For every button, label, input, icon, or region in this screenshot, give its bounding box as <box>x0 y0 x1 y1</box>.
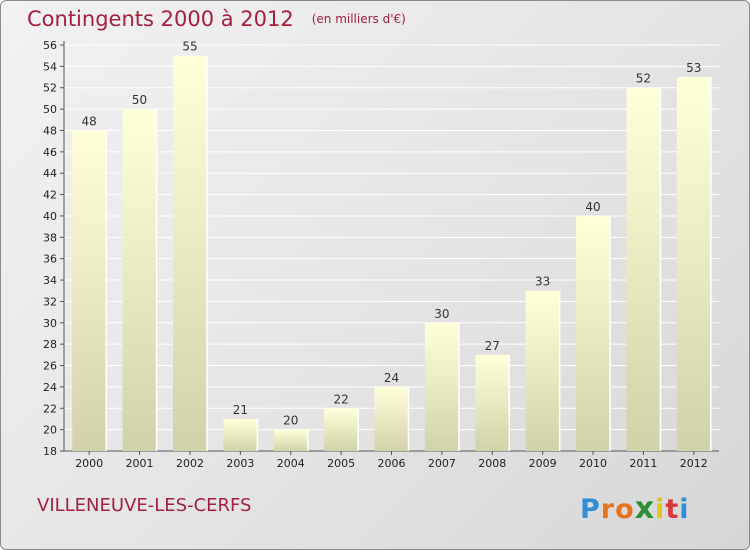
data-label: 53 <box>686 61 701 75</box>
place-name: VILLENEUVE-LES-CERFS <box>37 495 252 516</box>
bar <box>424 322 459 451</box>
data-label: 20 <box>283 414 298 428</box>
brand-letter: i <box>655 494 666 525</box>
x-tick-label: 2006 <box>378 457 406 470</box>
y-tick-label: 40 <box>43 210 57 223</box>
x-tick-label: 2000 <box>75 457 103 470</box>
y-tick-label: 54 <box>43 60 57 73</box>
brand-letter: t <box>665 494 680 525</box>
brand-letter: o <box>615 494 635 525</box>
bar <box>475 354 510 451</box>
y-tick-label: 50 <box>43 103 57 116</box>
y-tick-label: 34 <box>43 274 57 287</box>
y-tick-label: 56 <box>43 39 57 52</box>
y-tick-label: 18 <box>43 445 57 458</box>
y-tick-label: 38 <box>43 231 57 244</box>
x-tick-label: 2008 <box>478 457 506 470</box>
bar <box>273 429 308 451</box>
bar <box>525 290 560 451</box>
x-tick-label: 2001 <box>126 457 154 470</box>
y-tick-label: 26 <box>43 360 57 373</box>
bar <box>324 408 359 451</box>
y-tick-label: 36 <box>43 253 57 266</box>
y-tick-label: 52 <box>43 82 57 95</box>
y-tick-label: 24 <box>43 381 57 394</box>
brand-letter: x <box>634 491 656 526</box>
x-tick-label: 2007 <box>428 457 456 470</box>
brand-letter: r <box>600 494 616 525</box>
data-label: 40 <box>585 200 600 214</box>
x-tick-label: 2004 <box>277 457 305 470</box>
brand-letter: i <box>679 494 690 525</box>
unit-note: (en milliers d'€) <box>311 12 406 26</box>
x-tick-label: 2011 <box>629 457 657 470</box>
data-label: 27 <box>485 339 500 353</box>
y-tick-label: 42 <box>43 189 57 202</box>
bar <box>223 418 258 451</box>
chart-title-text: Contingents 2000 à 2012 <box>27 7 294 31</box>
x-tick-label: 2012 <box>680 457 708 470</box>
x-tick-label: 2003 <box>226 457 254 470</box>
data-label: 48 <box>82 114 97 128</box>
x-tick-label: 2002 <box>176 457 204 470</box>
data-label: 52 <box>636 72 651 86</box>
data-label: 50 <box>132 93 147 107</box>
y-tick-label: 22 <box>43 402 57 415</box>
bar <box>172 55 207 452</box>
data-label: 30 <box>434 307 449 321</box>
data-label: 21 <box>233 403 248 417</box>
x-tick-label: 2009 <box>529 457 557 470</box>
brand-letter: P <box>580 494 601 525</box>
brand-logo: Proxiti <box>580 491 690 526</box>
chart-title: Contingents 2000 à 2012 (en milliers d'€) <box>27 7 406 31</box>
x-tick-label: 2010 <box>579 457 607 470</box>
y-tick-label: 32 <box>43 295 57 308</box>
bar <box>676 77 711 451</box>
bar <box>576 215 611 451</box>
data-label: 33 <box>535 275 550 289</box>
bar <box>626 87 661 451</box>
data-label: 24 <box>384 371 399 385</box>
y-tick-label: 48 <box>43 124 57 137</box>
bar <box>374 386 409 451</box>
y-tick-label: 46 <box>43 146 57 159</box>
y-tick-label: 20 <box>43 424 57 437</box>
x-tick-label: 2005 <box>327 457 355 470</box>
data-label: 22 <box>333 392 348 406</box>
y-tick-label: 28 <box>43 338 57 351</box>
data-label: 55 <box>182 40 197 54</box>
bar <box>122 109 157 452</box>
y-tick-label: 44 <box>43 167 57 180</box>
bar <box>72 130 107 451</box>
y-tick-label: 30 <box>43 317 57 330</box>
